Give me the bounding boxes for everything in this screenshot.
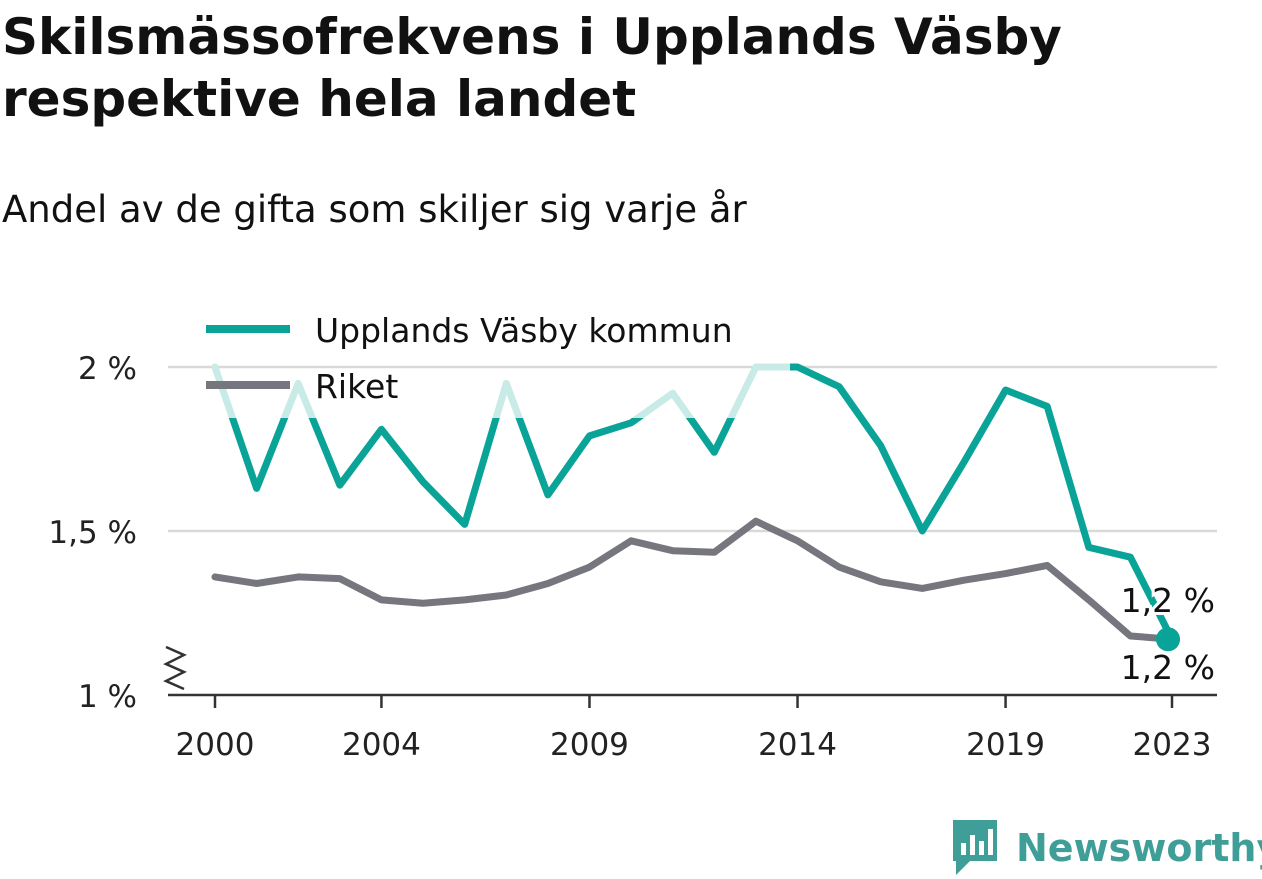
chart-subtitle: Andel av de gifta som skiljer sig varje … xyxy=(2,188,747,231)
grid-layer xyxy=(168,365,1217,533)
end-label-riket: 1,2 % xyxy=(1121,648,1215,687)
series-line-vasby xyxy=(211,363,1176,643)
series-line-vasby-faded xyxy=(211,363,790,418)
newsworthy-logo-icon xyxy=(953,820,997,875)
chart-title: Skilsmässofrekvens i Upplands Väsby resp… xyxy=(2,8,1062,128)
end-marker-vasby xyxy=(1156,627,1180,652)
x-tick-label: 2004 xyxy=(342,727,421,763)
axis-layer: 1 % 1,5 % 2 % 2000 2004 2009 2014 2019 2023 xyxy=(48,351,1217,763)
end-label-vasby: 1,2 % xyxy=(1121,581,1215,620)
legend-label-riket: Riket xyxy=(315,367,398,406)
y-tick-label: 2 % xyxy=(78,351,137,387)
x-tick-label: 2000 xyxy=(176,727,255,763)
chart-legend: Upplands Väsby kommun Riket xyxy=(206,311,733,406)
x-tick-label: 2014 xyxy=(758,727,837,763)
x-tick-label: 2023 xyxy=(1133,727,1212,763)
legend-label-vasby: Upplands Väsby kommun xyxy=(315,311,733,350)
y-tick-label: 1 % xyxy=(78,679,137,715)
series-layer xyxy=(211,363,1180,652)
brand-name: Newsworthy xyxy=(1016,826,1262,870)
brand-logo: Newsworthy xyxy=(950,818,1262,878)
end-labels: 1,2 % 1,2 % xyxy=(1118,578,1218,690)
axis-break-icon xyxy=(163,645,187,691)
series-line-riket xyxy=(211,517,1176,643)
y-tick-label: 1,5 % xyxy=(48,515,137,551)
x-tick-label: 2019 xyxy=(966,727,1045,763)
x-tick-label: 2009 xyxy=(550,727,629,763)
